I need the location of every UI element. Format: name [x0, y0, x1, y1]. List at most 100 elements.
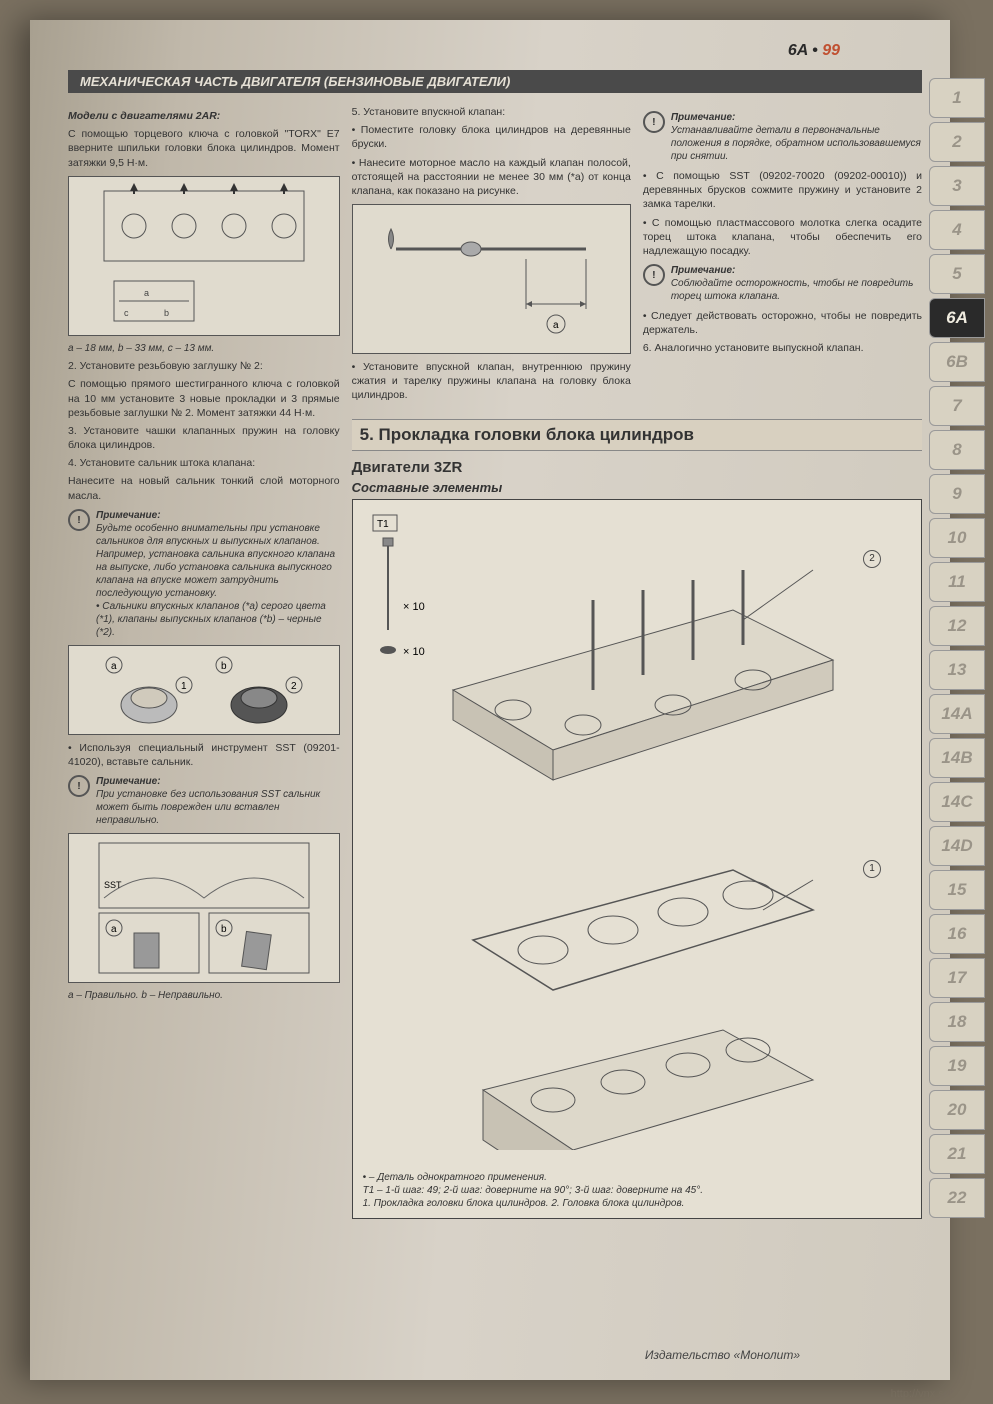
big-figure-caption: • – Деталь однократного применения. T1 –… [363, 1171, 911, 1210]
chapter-tab-3[interactable]: 3 [929, 166, 985, 206]
chapter-tab-21[interactable]: 21 [929, 1134, 985, 1174]
svg-text:× 10: × 10 [403, 646, 425, 658]
column-middle: 5. Установите впускной клапан: • Помести… [352, 105, 631, 407]
note-block: ! Примечание: При установке без использо… [68, 775, 340, 827]
chapter-tab-6A[interactable]: 6A [929, 298, 985, 338]
chapter-tab-15[interactable]: 15 [929, 870, 985, 910]
svg-text:b: b [164, 308, 169, 318]
svg-text:a: a [553, 320, 559, 331]
figure-caption: a – 18 мм, b – 33 мм, c – 13 мм. [68, 342, 340, 356]
info-icon: ! [643, 111, 665, 133]
body-text: • Нанесите моторное масло на каждый клап… [352, 156, 631, 199]
note-heading: Примечание: [96, 776, 161, 787]
caption-text: • – Деталь однократного применения. T1 –… [363, 1172, 703, 1209]
chapter-tab-11[interactable]: 11 [929, 562, 985, 602]
chapter-tab-16[interactable]: 16 [929, 914, 985, 954]
chapter-tab-14C[interactable]: 14C [929, 782, 985, 822]
right-columns: 5. Установите впускной клапан: • Помести… [352, 105, 922, 1219]
chapter-tab-4[interactable]: 4 [929, 210, 985, 250]
svg-text:a: a [111, 924, 117, 935]
chapter-tab-18[interactable]: 18 [929, 1002, 985, 1042]
section-5-title: 5. Прокладка головки блока цилиндров [352, 419, 922, 451]
note-content: Примечание: Соблюдайте осторожность, что… [671, 264, 922, 303]
note-body: • Сальники впускных клапанов (*a) серого… [96, 601, 326, 638]
body-text: 3. Установите чашки клапанных пружин на … [68, 424, 340, 452]
body-text: 6. Аналогично установите выпускной клапа… [643, 341, 922, 355]
three-column-layout: Модели с двигателями 2AR: С помощью торц… [68, 105, 922, 1219]
svg-text:× 10: × 10 [403, 601, 425, 613]
note-content: Примечание: Устанавливайте детали в перв… [671, 111, 922, 163]
note-heading: Примечание: [671, 265, 736, 276]
info-icon: ! [68, 775, 90, 797]
chapter-tabs: 123456A6B7891011121314A14B14C14D15161718… [929, 78, 985, 1218]
svg-text:SST: SST [104, 880, 122, 890]
svg-text:b: b [221, 924, 227, 935]
model-heading: Модели с двигателями 2AR: [68, 109, 340, 123]
body-text: • С помощью SST (09202-70020 (09202-0001… [643, 169, 922, 212]
manual-page: 6A • 99 МЕХАНИЧЕСКАЯ ЧАСТЬ ДВИГАТЕЛЯ (БЕ… [30, 20, 950, 1380]
chapter-tab-19[interactable]: 19 [929, 1046, 985, 1086]
figure-valve-oil: a [352, 204, 631, 354]
body-text: • Поместите головку блока цилиндров на д… [352, 123, 631, 151]
chapter-code: 6A [788, 42, 808, 59]
exploded-diagram-svg: T1 × 10 × 10 [363, 510, 863, 1150]
chapter-tab-14B[interactable]: 14B [929, 738, 985, 778]
engine-subtitle: Двигатели 3ZR [352, 459, 922, 476]
figure-cylinder-head-studs: a b c [68, 176, 340, 336]
chapter-tab-5[interactable]: 5 [929, 254, 985, 294]
figure-caption: a – Правильно. b – Неправильно. [68, 989, 340, 1003]
body-text: 2. Установите резьбовую заглушку № 2: [68, 359, 340, 373]
column-left: Модели с двигателями 2AR: С помощью торц… [68, 105, 340, 1219]
body-text: • Следует действовать осторожно, чтобы н… [643, 309, 922, 337]
chapter-tab-9[interactable]: 9 [929, 474, 985, 514]
body-text: • С помощью пластмассового молотка слегк… [643, 216, 922, 259]
figure-sst-install: SST a b [68, 833, 340, 983]
chapter-tab-13[interactable]: 13 [929, 650, 985, 690]
chapter-tab-1[interactable]: 1 [929, 78, 985, 118]
body-text: С помощью прямого шестигранного ключа с … [68, 377, 340, 420]
callout-2: 2 [863, 550, 881, 568]
figure-valve-seals: a b 1 2 [68, 645, 340, 735]
torque-label: T1 [377, 519, 389, 530]
note-heading: Примечание: [96, 510, 161, 521]
publisher-footer: Издательство «Монолит» [645, 1348, 800, 1362]
note-block: ! Примечание: Соблюдайте осторожность, ч… [643, 264, 922, 303]
chapter-tab-14A[interactable]: 14A [929, 694, 985, 734]
body-text: • Установите впускной клапан, внутреннюю… [352, 360, 631, 403]
note-body: При установке без использования SST саль… [96, 789, 320, 826]
svg-text:c: c [124, 308, 129, 318]
info-icon: ! [643, 264, 665, 286]
separator: • [812, 42, 818, 59]
watermark-url: http://vnx.su/ [891, 1388, 953, 1400]
diagram-svg: a b 1 2 [94, 650, 314, 730]
svg-text:b: b [221, 661, 227, 672]
note-block: ! Примечание: Будьте особенно внимательн… [68, 509, 340, 639]
chapter-tab-12[interactable]: 12 [929, 606, 985, 646]
note-content: Примечание: При установке без использова… [96, 775, 340, 827]
page-number: 99 [822, 42, 840, 59]
body-text: Нанесите на новый сальник тонкий слой мо… [68, 474, 340, 502]
chapter-tab-17[interactable]: 17 [929, 958, 985, 998]
chapter-tab-8[interactable]: 8 [929, 430, 985, 470]
chapter-tab-6B[interactable]: 6B [929, 342, 985, 382]
chapter-tab-7[interactable]: 7 [929, 386, 985, 426]
diagram-svg: a [376, 209, 606, 349]
page-number-header: 6A • 99 [788, 42, 840, 60]
chapter-tab-20[interactable]: 20 [929, 1090, 985, 1130]
section-heading-bar: МЕХАНИЧЕСКАЯ ЧАСТЬ ДВИГАТЕЛЯ (БЕНЗИНОВЫЕ… [68, 70, 922, 93]
note-content: Примечание: Будьте особенно внимательны … [96, 509, 340, 639]
note-body: Соблюдайте осторожность, чтобы не повред… [671, 278, 914, 302]
chapter-tab-10[interactable]: 10 [929, 518, 985, 558]
svg-text:1: 1 [181, 681, 187, 692]
body-text: • Используя специальный инструмент SST (… [68, 741, 340, 769]
callout-1: 1 [863, 860, 881, 878]
chapter-tab-2[interactable]: 2 [929, 122, 985, 162]
note-body: Устанавливайте детали в первоначальные п… [671, 125, 921, 162]
diagram-svg: a b c [94, 181, 314, 331]
column-right: ! Примечание: Устанавливайте детали в пе… [643, 105, 922, 407]
chapter-tab-14D[interactable]: 14D [929, 826, 985, 866]
chapter-tab-22[interactable]: 22 [929, 1178, 985, 1218]
info-icon: ! [68, 509, 90, 531]
note-block: ! Примечание: Устанавливайте детали в пе… [643, 111, 922, 163]
svg-text:2: 2 [291, 681, 297, 692]
